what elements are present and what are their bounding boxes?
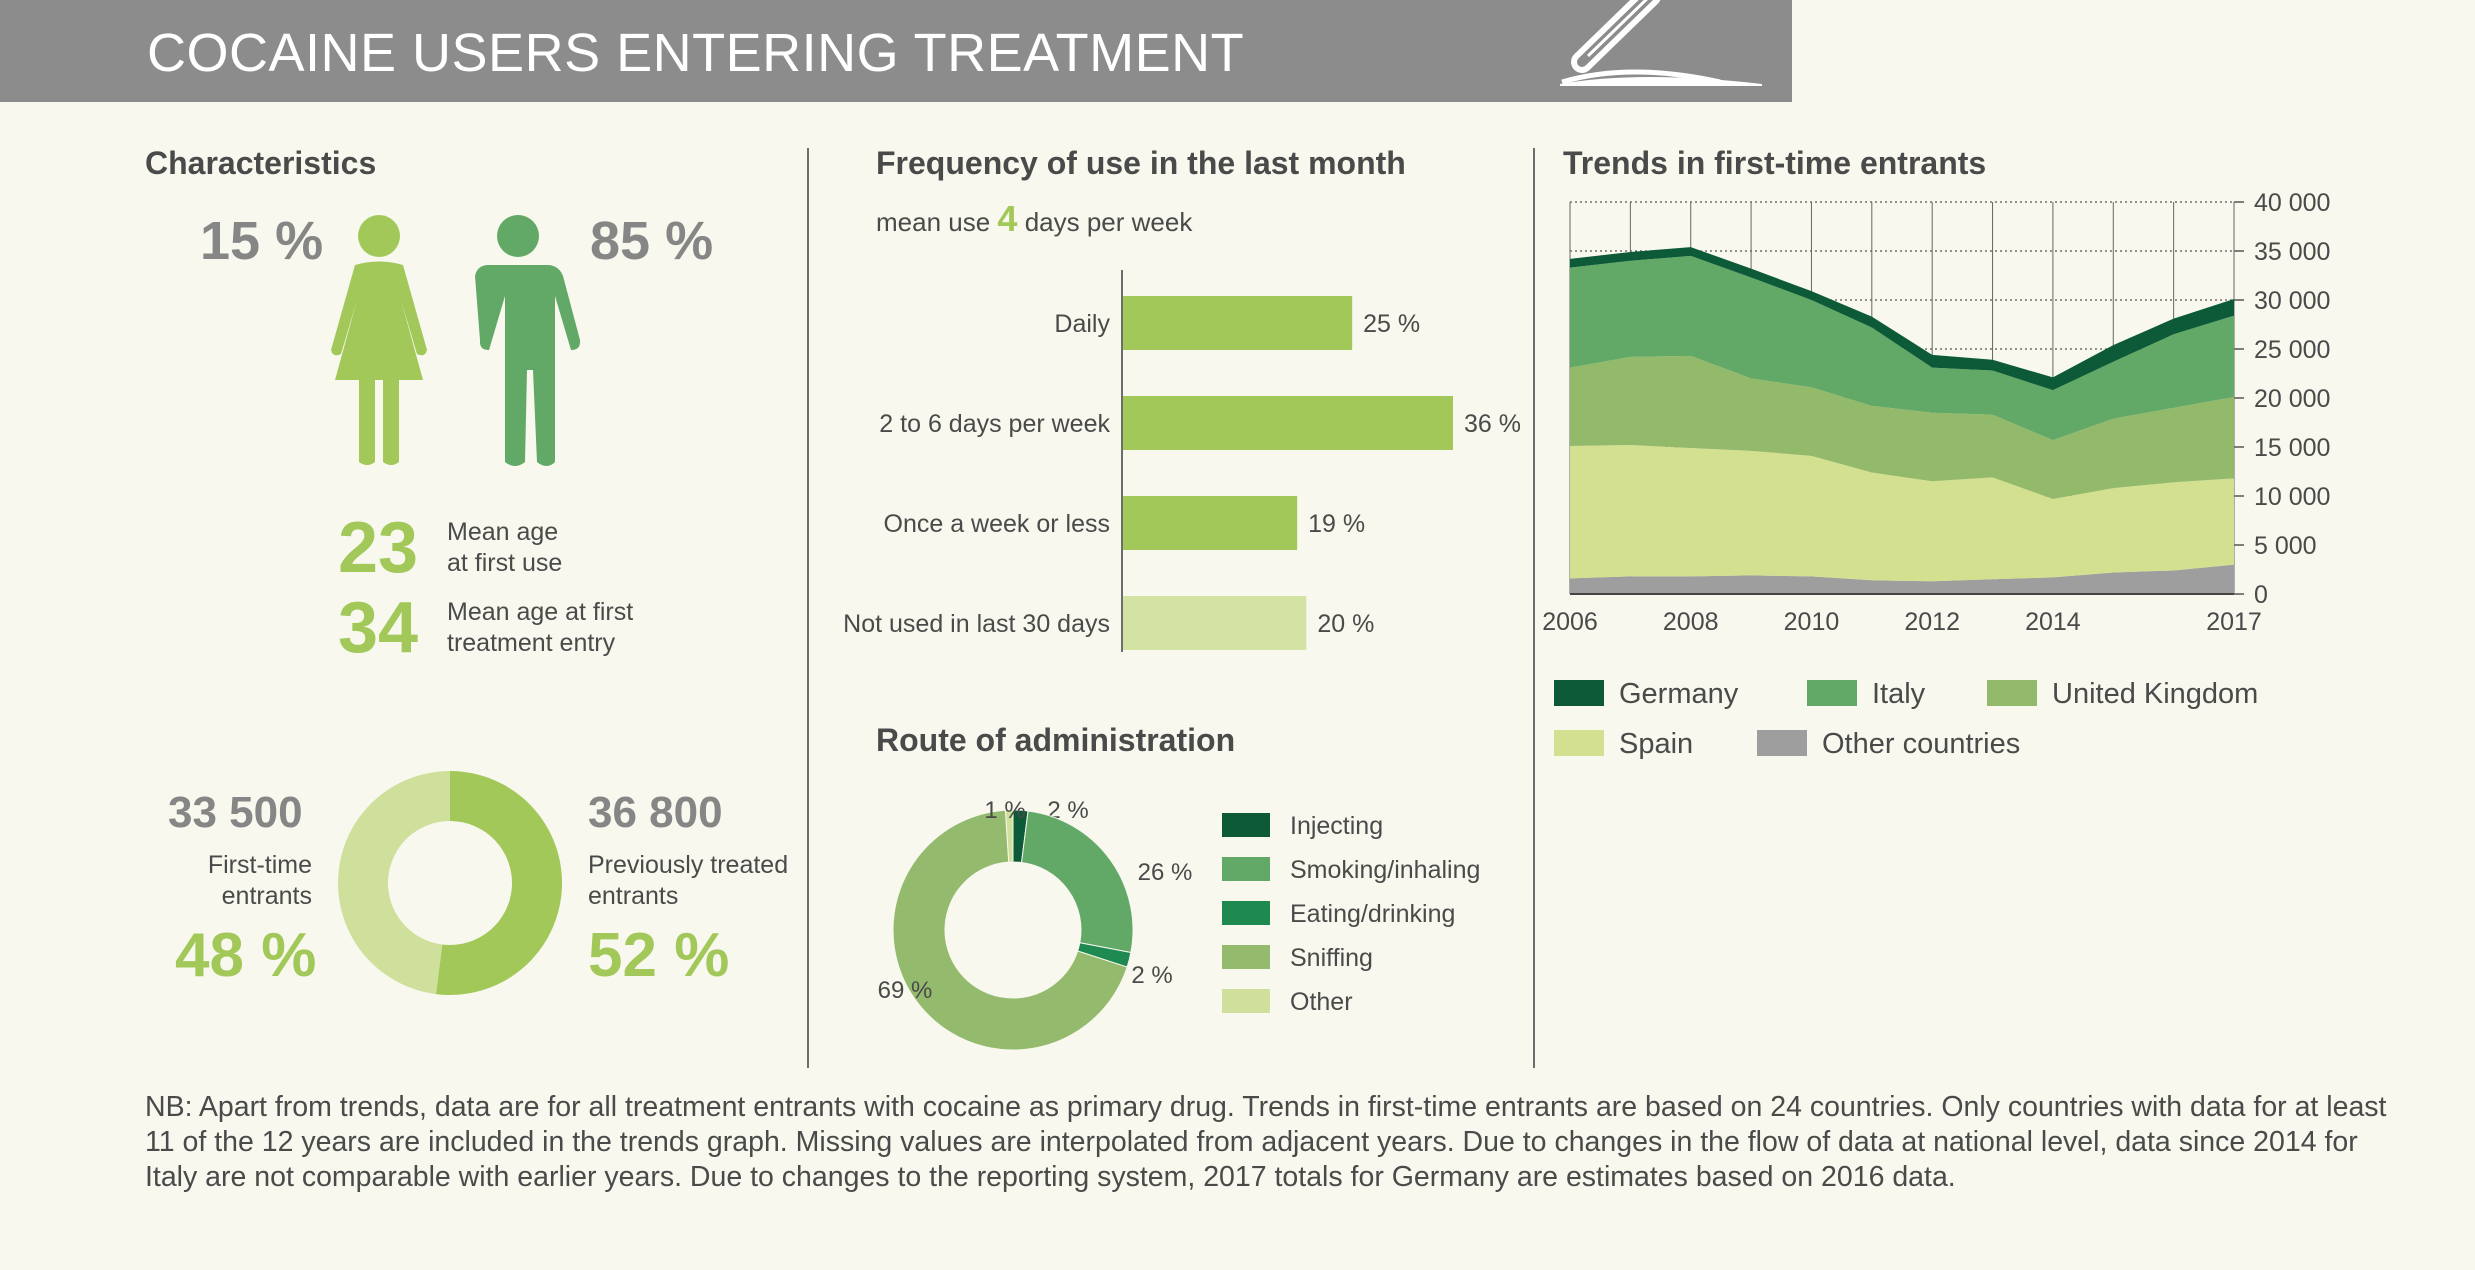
trends-ytick-label: 15 000 xyxy=(2254,434,2330,462)
trends-ytick-label: 25 000 xyxy=(2254,336,2330,364)
frequency-bar-chart: Daily 25 % 2 to 6 days per week 36 % Once a … xyxy=(843,270,1521,652)
trends-ytick-label: 30 000 xyxy=(2254,287,2330,315)
female-percent: 15 % xyxy=(200,211,324,271)
divider-right xyxy=(1533,148,1535,1068)
trends-ytick-label: 0 xyxy=(2254,581,2268,609)
frequency-bar-daily xyxy=(1123,296,1353,350)
trends-legend-italy: Italy xyxy=(1872,678,1926,710)
route-legend-swatch-smoking-inhaling xyxy=(1222,857,1270,881)
trends-legend-swatch-other-countries xyxy=(1757,730,1807,756)
trends-legend-other-countries: Other countries xyxy=(1822,728,2020,760)
trends-legend-swatch-germany xyxy=(1554,680,1604,706)
route-value-smoking-inhaling: 26 % xyxy=(1138,859,1193,886)
frequency-title: Frequency of use in the last month xyxy=(876,145,1406,181)
trends-ytick-label: 40 000 xyxy=(2254,189,2330,217)
route-value-other: 1 % xyxy=(984,797,1025,824)
route-legend-swatch-other xyxy=(1222,989,1270,1013)
trends-legend-swatch-united-kingdom xyxy=(1987,680,2037,706)
trends-legend-swatch-italy xyxy=(1807,680,1857,706)
frequency-value-daily: 25 % xyxy=(1363,310,1420,338)
header-bar: COCAINE USERS ENTERING TREATMENT xyxy=(0,0,1792,102)
previous-label-2: entrants xyxy=(588,882,679,910)
frequency-label-not-used-in-last-30-days: Not used in last 30 days xyxy=(843,610,1110,638)
route-legend-eating-drinking: Eating/drinking xyxy=(1290,900,1455,928)
first-time-label-2: entrants xyxy=(221,882,312,910)
trends-legend-germany: Germany xyxy=(1619,678,1739,710)
frequency-label-daily: Daily xyxy=(1054,310,1110,338)
gender-figures xyxy=(331,215,581,466)
route-slice-smoking-inhaling xyxy=(1020,810,1134,954)
mean-age-treatment-label-1: Mean age at first xyxy=(447,598,634,626)
mean-age-first-use-label-1: Mean age xyxy=(447,518,559,546)
previous-label-1: Previously treated xyxy=(588,851,789,879)
route-legend-injecting: Injecting xyxy=(1290,812,1383,840)
characteristics-title: Characteristics xyxy=(145,145,377,181)
trends-ytick-label: 20 000 xyxy=(2254,385,2330,413)
trends-xtick-label: 2006 xyxy=(1542,608,1598,636)
mean-age-first-use-label-2: at first use xyxy=(447,549,563,577)
mean-age-treatment: 34 xyxy=(338,588,419,668)
route-legend-other: Other xyxy=(1290,988,1353,1016)
previous-count: 36 800 xyxy=(588,788,723,837)
trends-area-united-kingdom xyxy=(1570,355,2234,499)
trends-area-spain xyxy=(1570,445,2234,582)
first-time-percent: 48 % xyxy=(175,921,317,990)
entrants-donut-chart xyxy=(337,771,562,995)
frequency-label-once-a-week-or-less: Once a week or less xyxy=(884,510,1111,538)
route-value-sniffing: 69 % xyxy=(878,977,933,1004)
route-slice-sniffing xyxy=(892,809,1128,1051)
donut-slice-first-time-entrants xyxy=(337,771,450,995)
route-legend-smoking-inhaling: Smoking/inhaling xyxy=(1290,856,1480,884)
frequency-mean-days: 4 xyxy=(997,198,1018,239)
frequency-value-not-used-in-last-30-days: 20 % xyxy=(1317,610,1374,638)
first-time-count: 33 500 xyxy=(168,788,303,837)
trends-area-other-countries xyxy=(1570,564,2234,594)
male-figure-icon xyxy=(475,215,581,466)
trends-xtick-label: 2012 xyxy=(1904,608,1960,636)
trends-legend-swatch-spain xyxy=(1554,730,1604,756)
route-value-eating-drinking: 2 % xyxy=(1131,962,1172,989)
trends-legend-spain: Spain xyxy=(1619,728,1693,760)
trends-ytick-label: 35 000 xyxy=(2254,238,2330,266)
frequency-value-2-to-6-days-per-week: 36 % xyxy=(1464,410,1521,438)
trends-area-chart: 0 5 000 10 000 15 000 20 000 25 000 30 000 35 0… xyxy=(1542,189,2330,760)
trends-xtick-label: 2008 xyxy=(1663,608,1719,636)
route-legend-swatch-injecting xyxy=(1222,813,1270,837)
previous-percent: 52 % xyxy=(588,921,730,990)
trends-xtick-label: 2010 xyxy=(1784,608,1840,636)
male-percent: 85 % xyxy=(590,211,714,271)
frequency-bar-2-to-6-days-per-week xyxy=(1123,396,1453,450)
frequency-bar-not-used-in-last-30-days xyxy=(1123,596,1307,650)
frequency-subtitle-pre: mean use xyxy=(876,207,991,237)
route-legend-sniffing: Sniffing xyxy=(1290,944,1373,972)
pen-icon xyxy=(1560,0,1762,86)
frequency-bar-once-a-week-or-less xyxy=(1123,496,1298,550)
donut-slice-previously-treated-entrants xyxy=(435,771,562,995)
trends-legend-united-kingdom: United Kingdom xyxy=(2052,678,2258,710)
first-time-label-1: First-time xyxy=(207,851,312,879)
footnote: NB: Apart from trends, data are for all … xyxy=(145,1091,2387,1193)
frequency-value-once-a-week-or-less: 19 % xyxy=(1308,510,1365,538)
route-slice-other xyxy=(1004,809,1014,863)
trends-xtick-label: 2014 xyxy=(2025,608,2081,636)
trends-ytick-label: 10 000 xyxy=(2254,483,2330,511)
trends-ytick-label: 5 000 xyxy=(2254,532,2317,560)
page-title: COCAINE USERS ENTERING TREATMENT xyxy=(147,23,1245,83)
mean-age-first-use: 23 xyxy=(338,508,419,588)
route-legend-swatch-sniffing xyxy=(1222,945,1270,969)
frequency-subtitle: mean use 4 days per week xyxy=(876,198,1192,240)
trends-xtick-label: 2017 xyxy=(2206,608,2262,636)
female-figure-icon xyxy=(331,215,427,465)
route-legend-swatch-eating-drinking xyxy=(1222,901,1270,925)
frequency-subtitle-post: days per week xyxy=(1024,207,1193,237)
mean-age-treatment-label-2: treatment entry xyxy=(447,629,616,657)
trends-area-italy xyxy=(1570,255,2234,441)
route-title: Route of administration xyxy=(876,722,1236,758)
frequency-label-2-to-6-days-per-week: 2 to 6 days per week xyxy=(879,410,1110,438)
divider-left xyxy=(807,148,809,1068)
route-donut-chart: 2 %26 %2 %69 %1 %InjectingSmoking/inhali… xyxy=(878,797,1480,1051)
trends-title: Trends in first-time entrants xyxy=(1563,145,1987,181)
